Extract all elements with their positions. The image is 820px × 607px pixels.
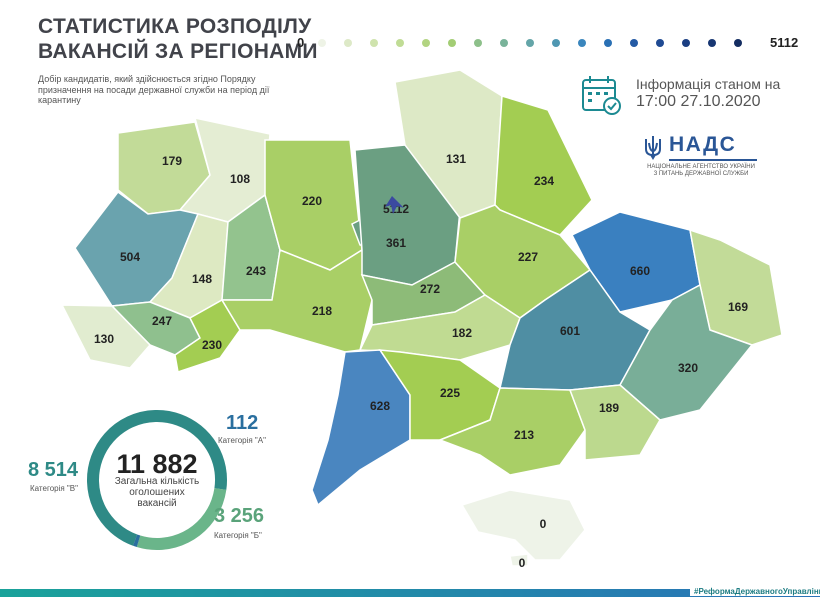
region-value-label: 5112 bbox=[383, 202, 409, 216]
info-label: Інформація станом на bbox=[636, 76, 781, 92]
region-value-label: 179 bbox=[162, 154, 182, 168]
total-donut-chart bbox=[87, 410, 227, 550]
region-value-label: 130 bbox=[94, 332, 114, 346]
donut-segment bbox=[87, 410, 227, 550]
region-value-label: 272 bbox=[420, 282, 440, 296]
footer-hashtag: #РеформаДержавногоУправління bbox=[690, 587, 820, 596]
footer-bar bbox=[0, 589, 820, 597]
region-shape bbox=[568, 384, 661, 461]
scale-dot bbox=[422, 39, 430, 47]
region-value-label: 225 bbox=[440, 386, 460, 400]
region-value-label: 189 bbox=[599, 401, 619, 415]
scale-dot bbox=[734, 39, 742, 47]
category-v-label: Категорія "В" bbox=[30, 484, 78, 493]
region-value-label: 504 bbox=[120, 250, 140, 264]
region-value-label: 108 bbox=[230, 172, 250, 186]
region-shapes bbox=[60, 69, 783, 567]
region-value-label: 131 bbox=[446, 152, 466, 166]
logo-desc-2: З ПИТАНЬ ДЕРЖАВНОЇ СЛУЖБИ bbox=[653, 171, 749, 177]
kyiv-marker-icon bbox=[385, 196, 404, 214]
scale-dot bbox=[500, 39, 508, 47]
region-value-label: 227 bbox=[518, 250, 538, 264]
scale-dot bbox=[656, 39, 664, 47]
scale-dot bbox=[344, 39, 352, 47]
scale-dot bbox=[526, 39, 534, 47]
donut-segments bbox=[87, 410, 227, 550]
region-value-label: 0 bbox=[540, 517, 547, 531]
region-labels: 179 108 504 148 243 247 130 230 220 218 5112 361 272… bbox=[94, 152, 748, 570]
title-line-2: ВАКАНСІЙ ЗА РЕГІОНАМИ bbox=[38, 40, 318, 63]
region-value-label: 361 bbox=[386, 236, 406, 250]
region-value-label: 220 bbox=[302, 194, 322, 208]
total-value: 11 882 bbox=[116, 449, 198, 479]
category-a-value: 112 bbox=[226, 412, 259, 434]
region-shape bbox=[60, 304, 152, 369]
info-time: 17:00 27.10.2020 bbox=[636, 93, 761, 110]
scale-min-label: 0 bbox=[297, 35, 305, 50]
region-value-label: 0 bbox=[519, 556, 526, 570]
total-label-1: Загальна кількість bbox=[114, 476, 200, 487]
region-value-label: 601 bbox=[560, 324, 580, 338]
scale-dot bbox=[604, 39, 612, 47]
region-shape bbox=[460, 489, 586, 561]
logo-description: НАЦІОНАЛЬНЕ АГЕНТСТВО УКРАЇНИ З ПИТАНЬ Д… bbox=[643, 164, 759, 178]
region-value-label: 218 bbox=[312, 304, 332, 318]
scale-dot bbox=[474, 39, 482, 47]
page-subtitle: Добір кандидатів, який здійснюється згід… bbox=[38, 74, 270, 105]
category-v-value: 8 514 bbox=[28, 459, 79, 481]
scale-dot bbox=[578, 39, 586, 47]
region-value-label: 230 bbox=[202, 338, 222, 352]
info-timestamp: Інформація станом на 17:00 27.10.2020 bbox=[580, 74, 800, 118]
total-label-3: вакансій bbox=[137, 498, 177, 509]
region-value-label: 660 bbox=[630, 264, 650, 278]
logo-underline bbox=[669, 159, 757, 161]
region-value-label: 628 bbox=[370, 399, 390, 413]
region-value-label: 169 bbox=[728, 300, 748, 314]
region-value-label: 148 bbox=[192, 272, 212, 286]
scale-dot bbox=[708, 39, 716, 47]
category-b-value: 3 256 bbox=[214, 505, 265, 527]
category-b-label: Категорія "Б" bbox=[214, 531, 262, 540]
scale-dot bbox=[682, 39, 690, 47]
trident-icon bbox=[645, 136, 661, 160]
scale-max-label: 5112 bbox=[770, 35, 799, 50]
page-title: СТАТИСТИКА РОЗПОДІЛУ ВАКАНСІЙ ЗА РЕГІОНА… bbox=[38, 14, 318, 64]
region-value-label: 213 bbox=[514, 428, 534, 442]
scale-dot bbox=[552, 39, 560, 47]
region-shape bbox=[509, 553, 529, 567]
calendar-icon bbox=[582, 76, 621, 115]
region-value-label: 234 bbox=[534, 174, 554, 188]
scale-dot bbox=[630, 39, 638, 47]
category-a-label: Категорія "А" bbox=[218, 436, 266, 445]
region-value-label: 243 bbox=[246, 264, 266, 278]
total-label-2: оголошених bbox=[129, 487, 185, 498]
donut-segment bbox=[87, 410, 227, 550]
region-value-label: 182 bbox=[452, 326, 472, 340]
nads-logo: НАДС НАЦІОНАЛЬНЕ АГЕНТСТВО УКРАЇНИ З ПИТ… bbox=[643, 133, 763, 185]
scale-dot bbox=[396, 39, 404, 47]
region-value-label: 320 bbox=[678, 361, 698, 375]
region-value-label: 247 bbox=[152, 314, 172, 328]
scale-dot bbox=[370, 39, 378, 47]
total-label: Загальна кількість оголошених вакансій bbox=[104, 476, 210, 509]
scale-dot bbox=[448, 39, 456, 47]
logo-name: НАДС bbox=[669, 133, 737, 156]
title-line-1: СТАТИСТИКА РОЗПОДІЛУ bbox=[38, 15, 312, 38]
color-scale-legend: 0 5112 bbox=[294, 33, 814, 53]
logo-desc-1: НАЦІОНАЛЬНЕ АГЕНТСТВО УКРАЇНИ bbox=[647, 164, 755, 170]
scale-dot bbox=[318, 39, 326, 47]
